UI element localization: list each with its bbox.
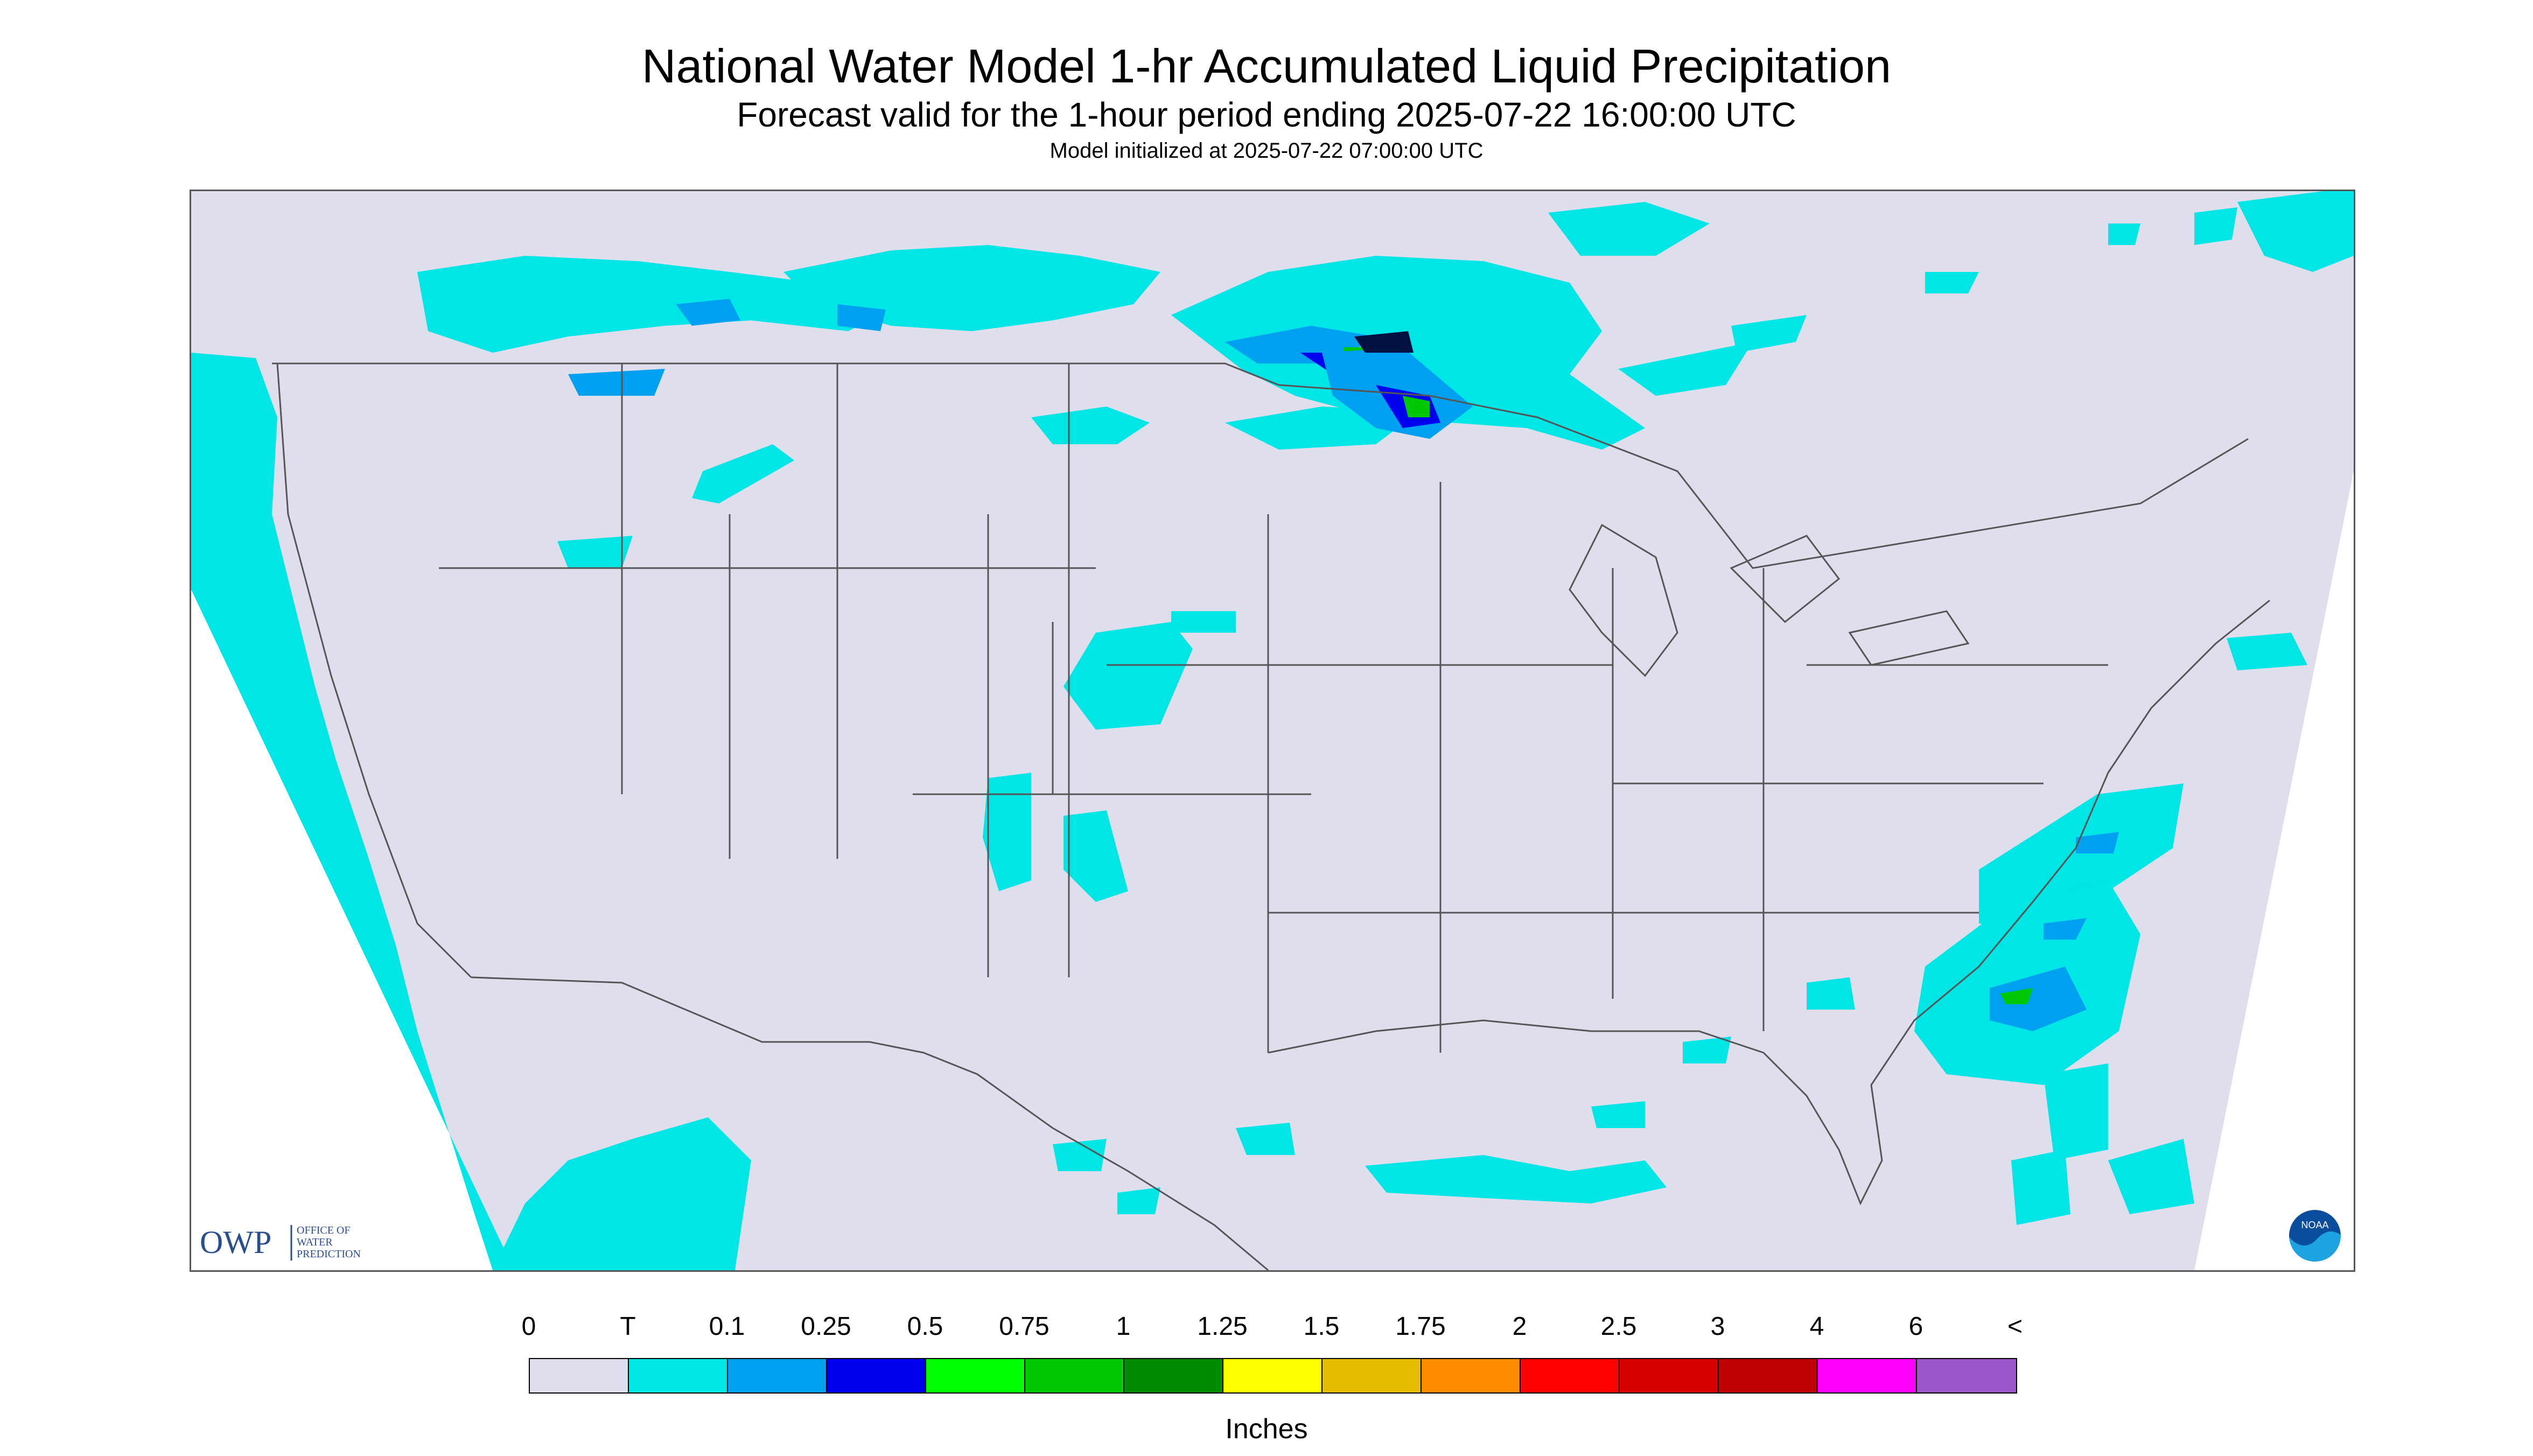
legend-swatch xyxy=(827,1359,926,1392)
legend-label: 1.5 xyxy=(1303,1312,1340,1341)
legend-swatch xyxy=(629,1359,728,1392)
legend-swatch xyxy=(1917,1359,2016,1392)
legend-label: 0.25 xyxy=(801,1312,851,1341)
legend-label: 3 xyxy=(1710,1312,1725,1341)
owp-text-water: WATER xyxy=(297,1236,333,1248)
pacific-trace-coast xyxy=(493,1117,751,1270)
noaa-text: NOAA xyxy=(2301,1220,2328,1230)
legend-swatch xyxy=(1422,1359,1521,1392)
legend-units: Inches xyxy=(1225,1413,1308,1445)
no-data-east xyxy=(2194,471,2354,1270)
noaa-logo: NOAA xyxy=(2287,1208,2343,1264)
legend-label: 0.75 xyxy=(999,1312,1049,1341)
owp-logo: OWP OFFICE OF WATER PREDICTION xyxy=(200,1224,361,1261)
owp-text-prediction: PREDICTION xyxy=(297,1248,361,1260)
pacific-trace-area xyxy=(191,353,514,1270)
map-subtitle: Forecast valid for the 1-hour period end… xyxy=(737,95,1796,134)
map-canvas: OWP OFFICE OF WATER PREDICTION NOAA xyxy=(191,191,2354,1270)
map-title: National Water Model 1-hr Accumulated Li… xyxy=(641,39,1892,93)
model-init-text: Model initialized at 2025-07-22 07:00:00… xyxy=(1049,139,1484,163)
legend-label: T xyxy=(620,1312,636,1341)
mexico-border xyxy=(471,976,1269,1270)
great-lakes xyxy=(1569,523,1970,677)
legend-swatch xyxy=(1323,1359,1422,1392)
precipitation-map: OWP OFFICE OF WATER PREDICTION NOAA xyxy=(190,190,2355,1272)
legend-label: 4 xyxy=(1809,1312,1824,1341)
legend-label: 1.25 xyxy=(1197,1312,1248,1341)
gulf-coast xyxy=(1268,599,2270,1206)
legend-color-bar xyxy=(529,1358,2017,1394)
legend-label: 0.5 xyxy=(907,1312,943,1341)
owp-letters: OWP xyxy=(200,1224,271,1260)
legend-label: 2.5 xyxy=(1600,1312,1637,1341)
atlantic-precip xyxy=(1914,633,2307,1225)
owp-text-office: OFFICE OF xyxy=(297,1224,350,1236)
legend-label: 1 xyxy=(1116,1312,1131,1341)
legend-label: 0 xyxy=(521,1312,536,1341)
legend-swatch xyxy=(1124,1359,1223,1392)
southern-precip xyxy=(1053,977,1855,1214)
legend-swatch xyxy=(1223,1359,1323,1392)
legend-swatch xyxy=(728,1359,827,1392)
legend-swatch xyxy=(926,1359,1025,1392)
legend-label: < xyxy=(2007,1312,2023,1341)
canada-us-border xyxy=(272,362,2249,569)
boundaries xyxy=(272,362,2270,1270)
legend-label: 1.75 xyxy=(1395,1312,1446,1341)
legend-swatch xyxy=(1620,1359,1719,1392)
legend-swatch xyxy=(1818,1359,1917,1392)
legend-swatch xyxy=(1521,1359,1620,1392)
legend-swatch xyxy=(1719,1359,1818,1392)
us-coast-west xyxy=(276,363,472,978)
legend-swatch xyxy=(1025,1359,1124,1392)
western-precip xyxy=(557,444,1236,902)
legend-label: 2 xyxy=(1512,1312,1527,1341)
legend-label: 6 xyxy=(1908,1312,1923,1341)
legend-swatch xyxy=(530,1359,629,1392)
legend-labels: 0 T 0.1 0.25 0.5 0.75 1 1.25 1.5 1.75 2 2.5 3 4 6 < xyxy=(0,1312,2533,1344)
legend-label: 0.1 xyxy=(709,1312,745,1341)
